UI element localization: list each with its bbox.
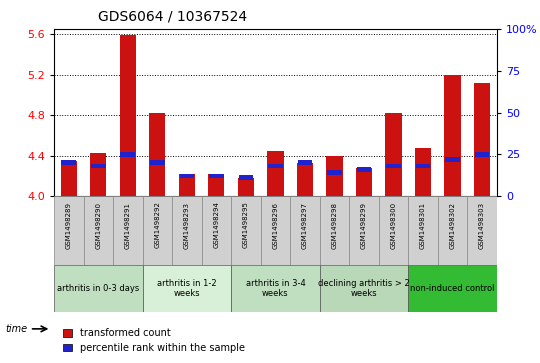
FancyBboxPatch shape	[113, 196, 143, 265]
Text: GSM1498296: GSM1498296	[272, 201, 279, 249]
Bar	[149, 113, 165, 196]
Bar	[415, 148, 431, 196]
Bar	[356, 167, 372, 172]
Bar	[416, 164, 430, 168]
FancyBboxPatch shape	[467, 196, 497, 265]
Text: arthritis in 3-4
weeks: arthritis in 3-4 weeks	[246, 279, 305, 298]
Bar	[268, 164, 283, 168]
Bar	[62, 160, 76, 165]
FancyBboxPatch shape	[143, 265, 231, 312]
Bar	[179, 174, 194, 178]
Text: GSM1498303: GSM1498303	[479, 201, 485, 249]
FancyBboxPatch shape	[54, 196, 84, 265]
Bar	[208, 174, 225, 196]
Bar	[386, 164, 401, 168]
Legend: transformed count, percentile rank within the sample: transformed count, percentile rank withi…	[59, 324, 249, 357]
Bar	[356, 168, 372, 196]
FancyBboxPatch shape	[379, 196, 408, 265]
Bar	[120, 35, 136, 196]
Text: GSM1498295: GSM1498295	[243, 201, 249, 248]
FancyBboxPatch shape	[408, 265, 497, 312]
FancyBboxPatch shape	[54, 265, 143, 312]
Bar	[298, 160, 312, 165]
Bar	[179, 174, 195, 196]
Text: time: time	[5, 323, 28, 334]
Text: GSM1498294: GSM1498294	[213, 201, 219, 248]
FancyBboxPatch shape	[320, 265, 408, 312]
Bar	[60, 160, 77, 196]
Bar	[474, 83, 490, 196]
Bar	[445, 157, 460, 162]
FancyBboxPatch shape	[438, 196, 467, 265]
FancyBboxPatch shape	[231, 265, 320, 312]
Text: GSM1498299: GSM1498299	[361, 201, 367, 249]
Text: GSM1498298: GSM1498298	[332, 201, 338, 249]
Text: declining arthritis > 2
weeks: declining arthritis > 2 weeks	[318, 279, 410, 298]
Bar	[209, 174, 224, 178]
Text: GDS6064 / 10367524: GDS6064 / 10367524	[98, 9, 247, 23]
Bar	[150, 160, 165, 165]
FancyBboxPatch shape	[320, 196, 349, 265]
FancyBboxPatch shape	[201, 196, 231, 265]
Bar	[326, 155, 342, 196]
Text: GSM1498297: GSM1498297	[302, 201, 308, 249]
Text: GSM1498301: GSM1498301	[420, 201, 426, 249]
Bar	[267, 151, 284, 196]
Text: GSM1498302: GSM1498302	[449, 201, 456, 249]
Text: GSM1498293: GSM1498293	[184, 201, 190, 249]
Bar	[90, 152, 106, 196]
Text: arthritis in 0-3 days: arthritis in 0-3 days	[57, 284, 139, 293]
Bar	[475, 152, 489, 156]
Text: arthritis in 1-2
weeks: arthritis in 1-2 weeks	[157, 279, 217, 298]
Bar	[91, 164, 106, 168]
FancyBboxPatch shape	[231, 196, 261, 265]
FancyBboxPatch shape	[290, 196, 320, 265]
FancyBboxPatch shape	[408, 196, 438, 265]
Bar	[120, 152, 135, 156]
FancyBboxPatch shape	[349, 196, 379, 265]
Bar	[444, 74, 461, 196]
Bar	[239, 175, 253, 180]
FancyBboxPatch shape	[143, 196, 172, 265]
Text: GSM1498289: GSM1498289	[66, 201, 72, 249]
FancyBboxPatch shape	[84, 196, 113, 265]
FancyBboxPatch shape	[261, 196, 290, 265]
Text: GSM1498300: GSM1498300	[390, 201, 396, 249]
Bar	[386, 113, 402, 196]
Bar	[327, 170, 342, 175]
Bar	[297, 163, 313, 196]
Text: GSM1498290: GSM1498290	[95, 201, 102, 249]
Text: GSM1498292: GSM1498292	[154, 201, 160, 248]
Text: GSM1498291: GSM1498291	[125, 201, 131, 249]
FancyBboxPatch shape	[172, 196, 201, 265]
Text: non-induced control: non-induced control	[410, 284, 495, 293]
Bar	[238, 178, 254, 196]
